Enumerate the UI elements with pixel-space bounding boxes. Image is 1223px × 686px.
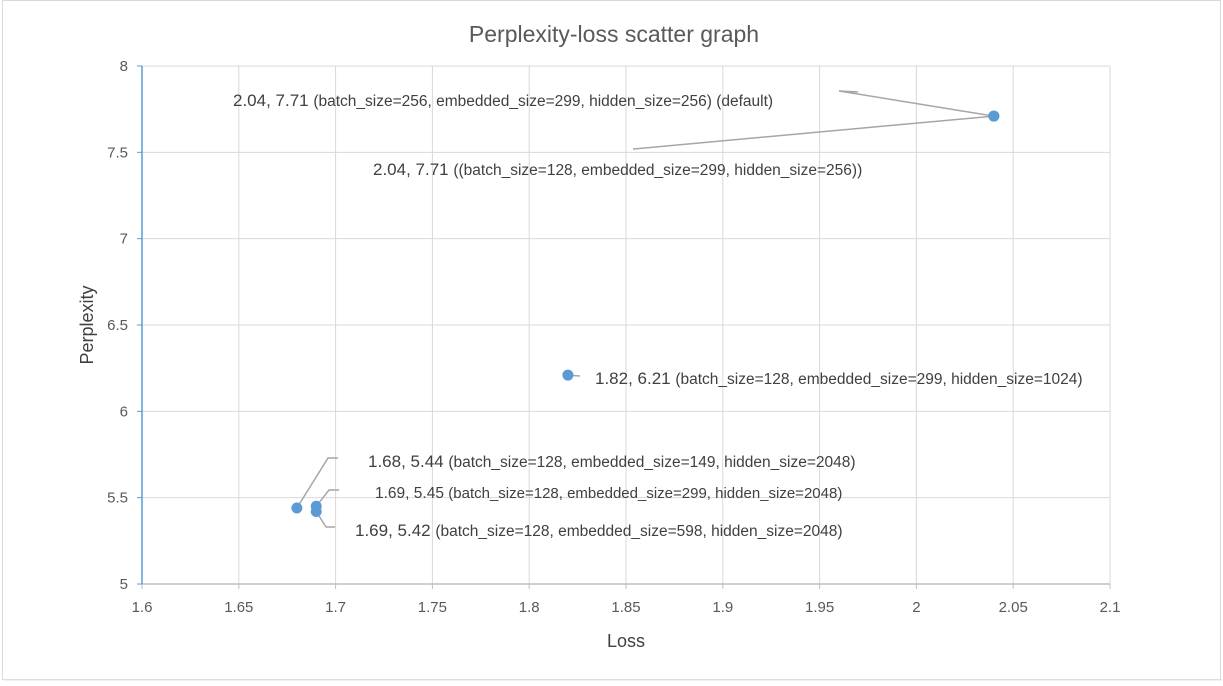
leader-line [838,90,994,117]
x-tick-label: 2.05 [999,599,1028,616]
data-labels: 2.04, 7.71 (batch_size=256, embedded_siz… [233,91,1083,540]
leader-line [315,489,339,507]
y-tick-label: 6 [120,403,128,420]
data-point[interactable] [562,369,574,381]
data-point[interactable] [310,505,322,517]
y-axis-title: Perplexity [77,285,97,364]
y-tick-label: 7 [120,231,128,248]
data-label-params: ((batch_size=128, embedded_size=299, hid… [453,162,862,179]
leader-lines [296,90,994,528]
chart-title: Perplexity-loss scatter graph [469,21,759,47]
data-label: 1.68, 5.44 (batch_size=128, embedded_siz… [368,452,856,471]
x-tick-label: 1.85 [611,599,640,616]
data-label: 2.04, 7.71 (batch_size=256, embedded_siz… [233,91,773,110]
y-tick-label: 8 [120,58,128,75]
data-points [291,110,1000,517]
x-tick-label: 1.8 [519,599,540,616]
x-tick-label: 1.9 [712,599,733,616]
x-tick-label: 2.1 [1100,599,1121,616]
leader-line [632,115,994,150]
y-tick-label: 6.5 [107,317,128,334]
data-label-value: 1.69, 5.45 [375,485,448,502]
data-label-params: (batch_size=256, embedded_size=299, hidd… [313,93,773,110]
data-label-params: (batch_size=128, embedded_size=598, hidd… [435,523,842,540]
y-tick-label: 5.5 [107,490,128,507]
data-label-params: (batch_size=128, embedded_size=149, hidd… [448,454,855,471]
data-label: 1.69, 5.45 (batch_size=128, embedded_siz… [375,485,842,502]
data-point[interactable] [988,110,1000,122]
gridlines [141,65,1111,585]
data-label-value: 2.04, 7.71 [233,91,313,110]
data-label-params: (batch_size=128, embedded_size=299, hidd… [675,371,1082,388]
data-label-params: (batch_size=128, embedded_size=299, hidd… [448,485,842,502]
tick-labels: 1.6 1.65 1.7 1.75 1.8 1.85 1.9 1.95 2 2.05 2.1 5 5.5… [107,58,1120,616]
x-tick-label: 2 [912,599,920,616]
x-tick-label: 1.95 [805,599,834,616]
data-point[interactable] [291,502,303,514]
leader-line [315,511,335,528]
x-axis-title: Loss [607,631,645,651]
x-tick-label: 1.65 [224,599,253,616]
data-label: 1.69, 5.42 (batch_size=128, embedded_siz… [355,521,843,540]
y-tick-label: 7.5 [107,144,128,161]
x-tick-label: 1.7 [325,599,346,616]
data-label: 2.04, 7.71 ((batch_size=128, embedded_si… [373,160,862,179]
y-tick-label: 5 [120,576,128,593]
data-label-value: 1.68, 5.44 [368,452,448,471]
x-tick-label: 1.75 [418,599,447,616]
scatter-chart: 1.6 1.65 1.7 1.75 1.8 1.85 1.9 1.95 2 2.05 2.1 5 5.5… [3,21,1222,681]
data-label: 1.82, 6.21 (batch_size=128, embedded_siz… [595,369,1083,388]
data-label-value: 2.04, 7.71 [373,160,453,179]
data-label-value: 1.69, 5.42 [355,521,435,540]
axes [137,65,1111,589]
leader-line [296,457,338,509]
x-tick-label: 1.6 [132,599,153,616]
data-label-value: 1.82, 6.21 [595,369,675,388]
